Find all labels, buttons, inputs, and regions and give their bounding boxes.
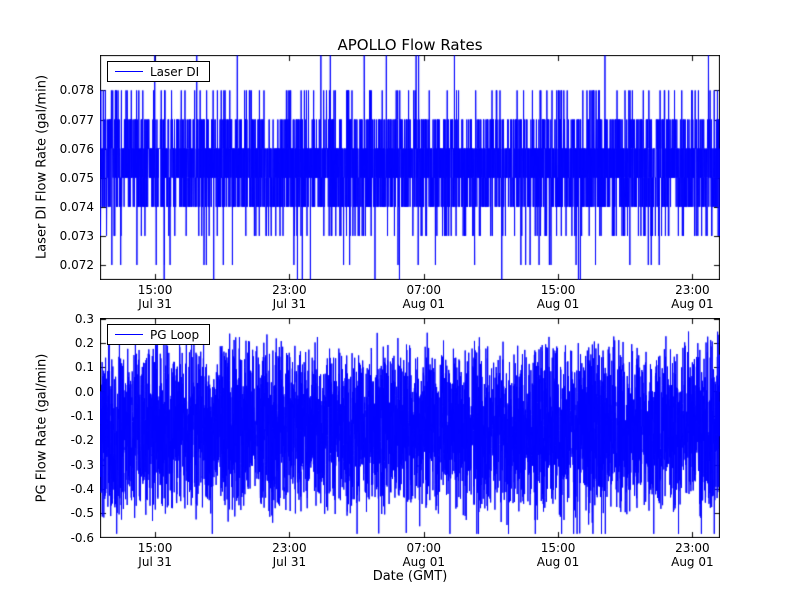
x-tick-sublabel: Jul 31 [272, 555, 307, 569]
legend-line-sample [115, 334, 143, 335]
x-tick-label: 23:00 [272, 541, 307, 555]
x-tick-label: 23:00 [272, 283, 307, 297]
x-tick-sublabel: Jul 31 [272, 297, 307, 311]
x-tick-sublabel: Jul 31 [138, 555, 172, 569]
y-tick-label: 0.075 [59, 170, 94, 185]
x-tick-label: 15:00 [540, 541, 576, 555]
x-tick-label: 15:00 [137, 541, 173, 555]
y-tick-label: 0.077 [59, 112, 94, 127]
y-tick-label: -0.4 [70, 481, 94, 496]
x-tick-sublabel: Aug 01 [402, 555, 445, 569]
x-tick-label: 07:00 [406, 283, 442, 297]
x-tick-label: 07:00 [406, 541, 442, 555]
y-tick-label: 0.074 [59, 199, 94, 214]
x-tick-sublabel: Aug 01 [671, 555, 714, 569]
y-tick-label: 0.076 [59, 141, 94, 156]
y-tick-label: -0.3 [70, 457, 94, 472]
chart-title: APOLLO Flow Rates [337, 36, 483, 54]
y-tick-label: -0.2 [70, 433, 94, 448]
pg-loop-plot-area [100, 318, 720, 538]
legend-laser-di: Laser DI [107, 61, 211, 82]
x-tick-label: 23:00 [675, 283, 710, 297]
y-tick-label: 0.2 [74, 335, 94, 350]
y-tick-label: -0.5 [70, 506, 94, 521]
x-tick-sublabel: Jul 31 [138, 297, 172, 311]
y-tick-label: -0.6 [70, 530, 94, 545]
x-tick-sublabel: Aug 01 [536, 297, 580, 311]
y-tick-label: 0.072 [59, 257, 94, 272]
y-tick-label: -0.1 [70, 408, 94, 423]
x-tick-label: 15:00 [137, 283, 173, 297]
x-tick-label: 15:00 [540, 283, 576, 297]
legend-label-pg-loop: PG Loop [150, 327, 200, 342]
laser-di-plot-area [100, 55, 720, 280]
x-tick-sublabel: Aug 01 [402, 297, 445, 311]
legend-line-sample [115, 71, 143, 72]
legend-label-laser-di: Laser DI [150, 64, 200, 79]
y-tick-label: 0.0 [74, 384, 94, 399]
y-tick-label: 0.073 [59, 228, 94, 243]
x-tick-label: 23:00 [675, 541, 710, 555]
x-tick-sublabel: Aug 01 [671, 297, 714, 311]
legend-pg-loop: PG Loop [107, 324, 211, 345]
x-tick-sublabel: Aug 01 [536, 555, 580, 569]
y-tick-label: 0.078 [59, 83, 94, 98]
y-tick-label: 0.1 [74, 360, 94, 375]
y-tick-label: 0.3 [74, 311, 94, 326]
x-axis-label: Date (GMT) [372, 569, 448, 584]
pg-y-axis-label: PG Flow Rate (gal/min) [34, 353, 50, 503]
